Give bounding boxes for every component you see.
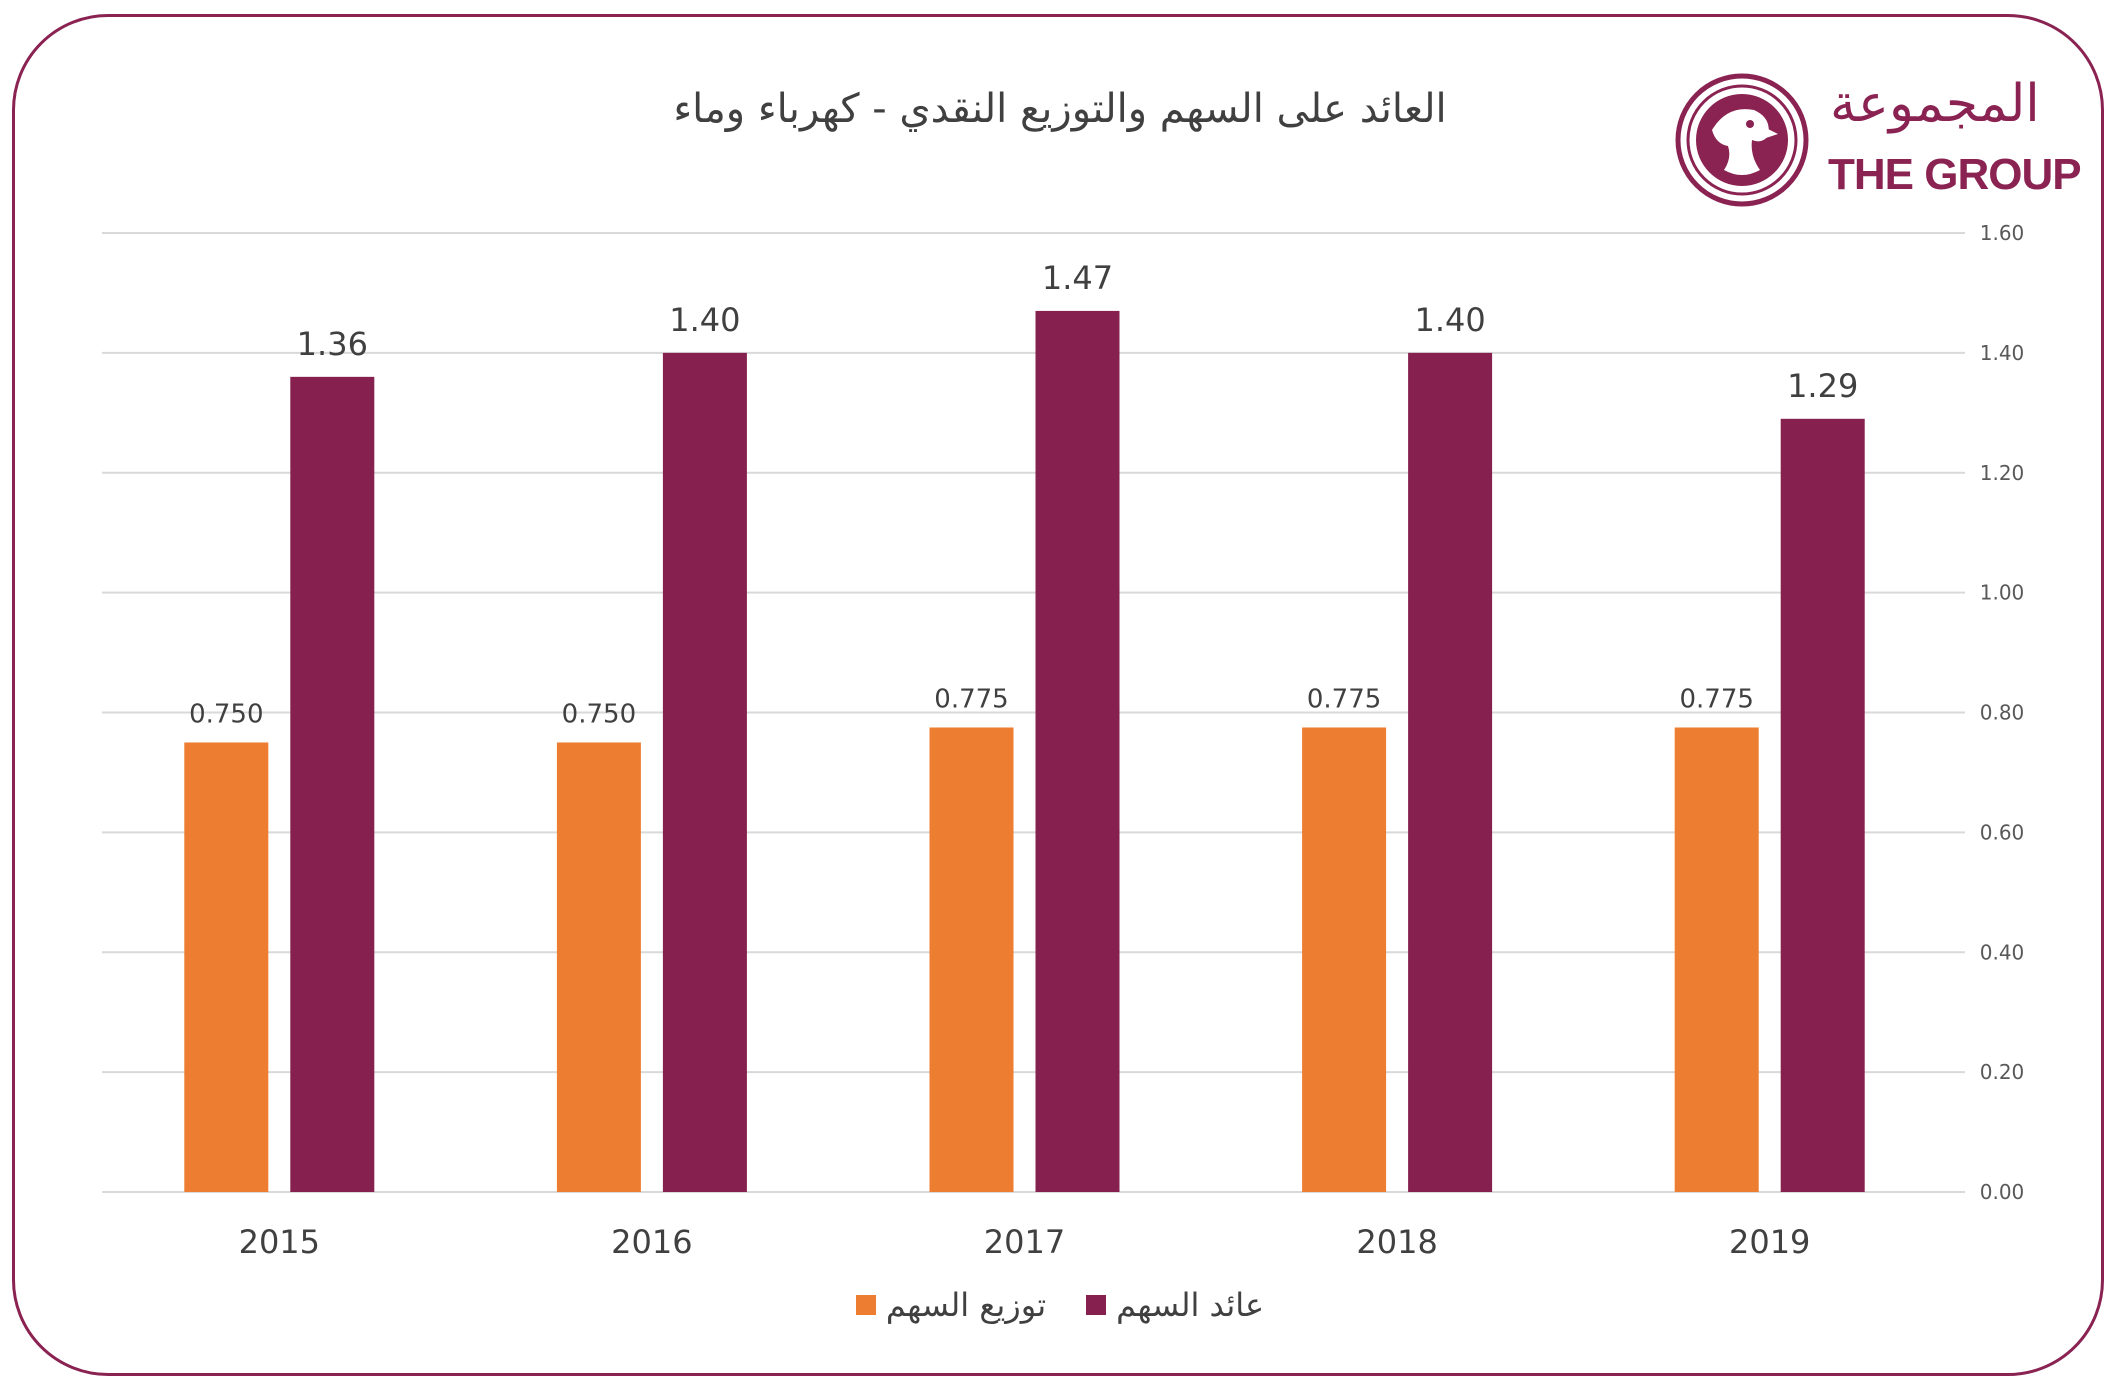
legend-item: توزيع السهم — [855, 1286, 1047, 1324]
dividend-bar — [556, 742, 641, 1192]
dividend-bar — [1674, 727, 1759, 1192]
y-tick-label: 0.00 — [1980, 1180, 2025, 1204]
logo-arabic-text: المجموعة — [1830, 74, 2040, 134]
eps-data-label: 1.40 — [669, 301, 740, 339]
y-tick-label: 1.20 — [1980, 461, 2025, 485]
y-tick-label: 1.40 — [1980, 341, 2025, 365]
dividend-data-label: 0.750 — [189, 699, 263, 729]
legend-label: عائد السهم — [1116, 1286, 1265, 1324]
legend-item: عائد السهم — [1086, 1286, 1264, 1324]
y-tick-label: 0.60 — [1980, 820, 2025, 844]
dividend-data-label: 0.775 — [934, 684, 1008, 714]
dividend-bar — [929, 727, 1014, 1192]
eps-bar — [662, 352, 747, 1192]
legend-label: توزيع السهم — [885, 1286, 1047, 1324]
eps-bar — [1780, 418, 1865, 1192]
x-tick-label: 2018 — [1356, 1223, 1437, 1261]
dividend-data-label: 0.750 — [562, 699, 636, 729]
company-logo: المجموعة THE GROUP — [1672, 70, 2082, 210]
eps-data-label: 1.29 — [1787, 367, 1858, 405]
y-tick-label: 0.40 — [1980, 940, 2025, 964]
dividend-data-label: 0.775 — [1307, 684, 1381, 714]
eps-data-label: 1.40 — [1414, 301, 1485, 339]
globe-eagle-icon — [1675, 73, 1809, 207]
eps-bar — [1408, 352, 1493, 1192]
legend-swatch — [855, 1295, 876, 1315]
x-tick-label: 2019 — [1729, 1223, 1810, 1261]
x-tick-label: 2016 — [611, 1223, 692, 1261]
y-tick-label: 1.00 — [1980, 581, 2025, 605]
chart-legend: عائد السهم توزيع السهم — [0, 1286, 2120, 1324]
dividend-bar — [1302, 727, 1387, 1192]
chart-title: العائد على السهم والتوزيع النقدي - كهربا… — [673, 86, 1447, 132]
logo-english-text: THE GROUP — [1828, 150, 2082, 199]
y-tick-label: 0.20 — [1980, 1060, 2025, 1084]
y-tick-label: 0.80 — [1980, 701, 2025, 725]
y-tick-label: 1.60 — [1980, 221, 2025, 245]
eps-bar — [290, 376, 375, 1193]
dividend-bar — [184, 742, 269, 1192]
x-tick-label: 2017 — [984, 1223, 1065, 1261]
x-tick-label: 2015 — [239, 1223, 320, 1261]
legend-swatch — [1086, 1295, 1107, 1315]
dividend-data-label: 0.775 — [1679, 684, 1753, 714]
eps-bar — [1035, 310, 1120, 1192]
eps-data-label: 1.47 — [1042, 259, 1113, 297]
eps-data-label: 1.36 — [297, 325, 368, 363]
